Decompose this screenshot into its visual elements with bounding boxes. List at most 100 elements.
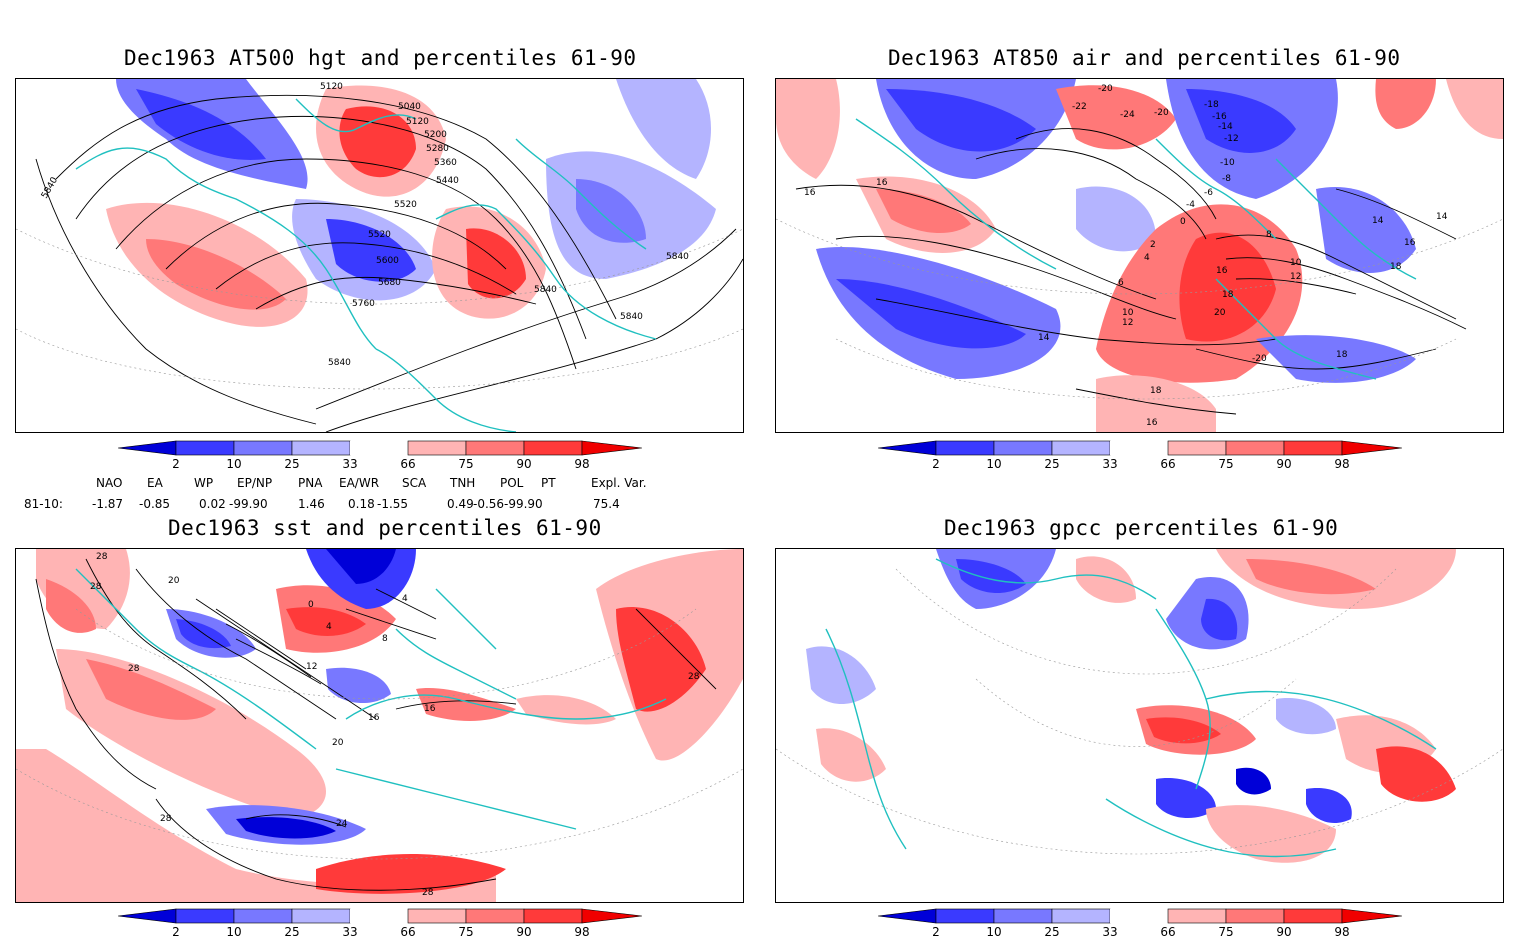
- contour-label: 18: [1150, 386, 1162, 396]
- contour-label: 16: [1146, 418, 1158, 428]
- index-header: TNH: [450, 476, 476, 490]
- contour-label: 14: [1436, 212, 1448, 222]
- temperature-contours: [795, 128, 1467, 415]
- index-value: -0.56: [473, 497, 505, 511]
- contour-label: 5680: [378, 278, 401, 288]
- colorbar-tick-label: 33: [342, 457, 358, 471]
- colorbar-tick-label: 33: [342, 925, 358, 939]
- colorbar-segment: [118, 440, 177, 456]
- anomaly-shading: [16, 549, 743, 902]
- index-header: PT: [541, 476, 556, 490]
- contour-label: 18: [1390, 262, 1402, 272]
- contour-label: 5600: [376, 256, 399, 266]
- index-header: Expl. Var.: [591, 476, 647, 490]
- contour-label: 5840: [40, 175, 60, 200]
- map-sst: 28 28 20 28 12 16 20 24 28 28 28 0 4 8 1…: [15, 548, 744, 903]
- colorbar-tick-label: 75: [458, 457, 474, 471]
- index-value: 75.4: [593, 497, 620, 511]
- contour-label: 0: [1180, 217, 1186, 227]
- anomaly-shading: [776, 79, 1503, 432]
- colorbar-segment: [1283, 908, 1343, 924]
- contour-label: 5440: [436, 176, 459, 186]
- colorbar-tick-label: 66: [400, 457, 416, 471]
- colorbar-segment: [1341, 908, 1402, 924]
- contour-label: -20: [1098, 84, 1113, 94]
- contour-label: -24: [1120, 110, 1135, 120]
- map-gpcc-svg: [776, 549, 1503, 863]
- colorbar-tick-label: 75: [458, 925, 474, 939]
- contour-label: 20: [1214, 308, 1226, 318]
- colorbar-tick-label: 33: [1102, 457, 1118, 471]
- coastlines: [855, 118, 1417, 380]
- contour-label: -22: [1072, 102, 1087, 112]
- colorbar-segment: [1051, 440, 1111, 456]
- contour-label: -12: [1224, 134, 1239, 144]
- colorbar-tick-label: 66: [400, 925, 416, 939]
- sst-contours: [35, 558, 717, 891]
- anomaly-shading: [106, 79, 716, 327]
- contour-label: 12: [1122, 318, 1133, 328]
- contour-label: -14: [1218, 122, 1233, 132]
- contour-label: -4: [1186, 200, 1195, 210]
- colorbar-tick-label: 25: [1044, 925, 1060, 939]
- colorbar-gpcc: 2 10 25 33 66 75 90 98: [878, 908, 1402, 942]
- map-sst-svg: 28 28 20 28 12 16 20 24 28 28 28 0 4 8 1…: [16, 549, 743, 902]
- coastlines: [75, 568, 667, 830]
- colorbar-tick-label: 10: [226, 457, 242, 471]
- contour-label: 5840: [666, 252, 689, 262]
- colorbar-segment: [581, 440, 642, 456]
- map-air850: -20 -22 -24 -20 -18 -16 -14 -12 -10 -8 -…: [775, 78, 1504, 433]
- colorbar-segment: [1167, 908, 1227, 924]
- colorbar-segment: [233, 908, 293, 924]
- colorbar-segment: [233, 440, 293, 456]
- colorbar-tick-label: 66: [1160, 457, 1176, 471]
- map-gpcc: [775, 548, 1504, 903]
- panel-title-hgt500: Dec1963 AT500 hgt and percentiles 61-90: [124, 46, 637, 70]
- colorbar-segment: [1225, 908, 1285, 924]
- colorbar-segment: [407, 440, 467, 456]
- colorbar-tick-label: 2: [932, 925, 940, 939]
- index-row-label: 81-10:: [24, 497, 63, 511]
- contour-label: 5120: [320, 82, 343, 92]
- colorbar-segment: [1283, 440, 1343, 456]
- contour-label: 5280: [426, 144, 449, 154]
- contour-label: 16: [876, 178, 888, 188]
- contour-label: 24: [336, 819, 348, 829]
- contour-label: 4: [1144, 253, 1150, 263]
- contour-label: 28: [422, 888, 434, 898]
- index-value: 0.49: [447, 497, 474, 511]
- contour-label: 12: [1290, 272, 1301, 282]
- index-value: -0.85: [139, 497, 171, 511]
- colorbar-segment: [465, 440, 525, 456]
- colorbar-tick-label: 10: [986, 925, 1002, 939]
- contour-label: 18: [1222, 290, 1234, 300]
- contour-label: 5760: [352, 299, 375, 309]
- index-header: EA: [147, 476, 163, 490]
- colorbar-tick-label: 75: [1218, 925, 1234, 939]
- colorbar-segment: [878, 440, 937, 456]
- graticule: [16, 228, 743, 390]
- contour-labels-air850: -20 -22 -24 -20 -18 -16 -14 -12 -10 -8 -…: [804, 84, 1448, 428]
- colorbar-sst: 2 10 25 33 66 75 90 98: [118, 908, 642, 942]
- colorbar-swatches: [118, 440, 642, 456]
- contour-label: 14: [1038, 333, 1050, 343]
- coastlines: [825, 558, 1437, 858]
- panel-title-gpcc: Dec1963 gpcc percentiles 61-90: [944, 516, 1339, 540]
- teleconnection-indices: NAO EA WP EP/NP PNA EA/WR SCA TNH POL PT…: [0, 474, 760, 514]
- colorbar-segment: [993, 440, 1053, 456]
- index-value: -99.90: [504, 497, 543, 511]
- coastlines: [75, 98, 657, 432]
- contour-label: 28: [96, 552, 108, 562]
- index-header: EP/NP: [237, 476, 273, 490]
- anomaly-shading: [806, 549, 1456, 863]
- colorbar-segment: [175, 908, 235, 924]
- colorbar-tick-label: 2: [172, 457, 180, 471]
- colorbar-segment: [350, 441, 408, 455]
- graticule: [16, 608, 743, 860]
- index-header: NAO: [96, 476, 123, 490]
- contour-label: 5840: [620, 312, 643, 322]
- contour-label: -18: [1204, 100, 1219, 110]
- contour-labels-sst: 28 28 20 28 12 16 20 24 28 28 28 0 4 8 1…: [90, 552, 700, 898]
- index-value: 0.18: [348, 497, 375, 511]
- contour-label: 28: [688, 672, 700, 682]
